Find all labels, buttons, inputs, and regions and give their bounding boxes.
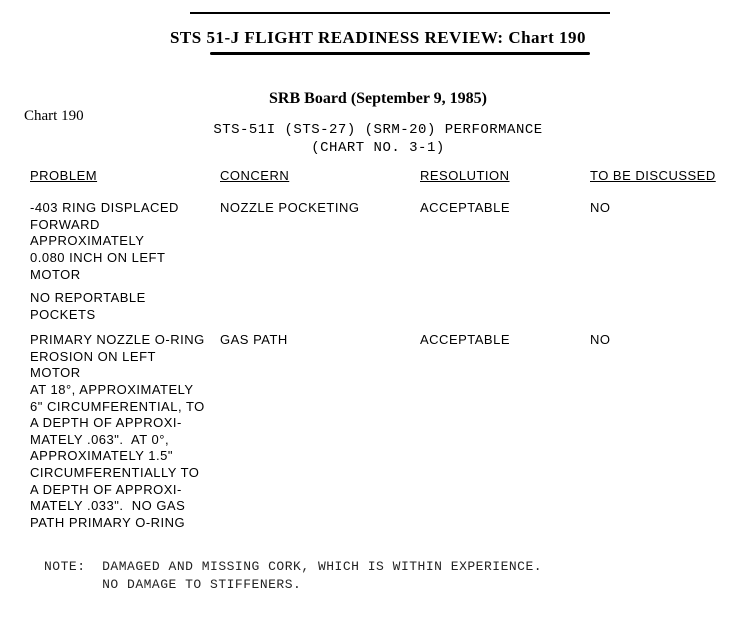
cell-resolution: ACCEPTABLE bbox=[420, 200, 570, 217]
cell-concern: NOZZLE POCKETING bbox=[220, 200, 390, 217]
page-title: STS 51-J FLIGHT READINESS REVIEW: Chart … bbox=[0, 28, 756, 48]
cell-problem: NO REPORTABLE POCKETS bbox=[30, 290, 210, 323]
cell-resolution: ACCEPTABLE bbox=[420, 332, 570, 349]
chart-no-subtitle: (CHART NO. 3-1) bbox=[0, 140, 756, 156]
header-resolution: RESOLUTION bbox=[420, 168, 570, 183]
board-heading: SRB Board (September 9, 1985) bbox=[0, 90, 756, 108]
document-page: STS 51-J FLIGHT READINESS REVIEW: Chart … bbox=[0, 0, 756, 636]
cell-problem: -403 RING DISPLACED FORWARD APPROXIMATEL… bbox=[30, 200, 210, 283]
footer-note: NOTE: DAMAGED AND MISSING CORK, WHICH IS… bbox=[44, 558, 734, 593]
cell-discussed: NO bbox=[590, 200, 740, 217]
header-problem: PROBLEM bbox=[30, 168, 210, 183]
cell-concern: GAS PATH bbox=[220, 332, 390, 349]
cell-problem: PRIMARY NOZZLE O-RING EROSION ON LEFT MO… bbox=[30, 332, 210, 532]
header-discussed: TO BE DISCUSSED bbox=[590, 168, 740, 183]
performance-subtitle: STS-51I (STS-27) (SRM-20) PERFORMANCE bbox=[0, 122, 756, 138]
top-rule bbox=[190, 12, 610, 14]
cell-discussed: NO bbox=[590, 332, 740, 349]
header-concern: CONCERN bbox=[220, 168, 390, 183]
title-underline bbox=[210, 52, 590, 55]
